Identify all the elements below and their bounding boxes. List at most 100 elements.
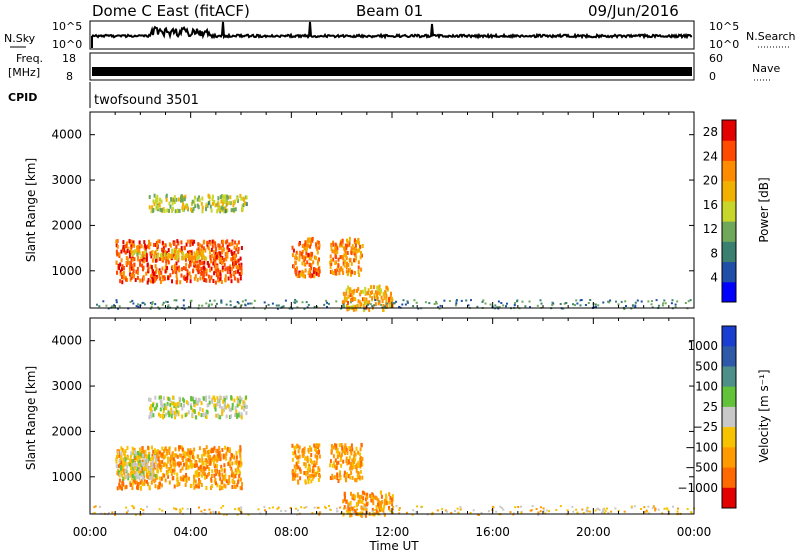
echo-cell-6 [676, 300, 679, 303]
echo-cell-0 [141, 446, 144, 451]
echo-cell-6 [472, 509, 475, 512]
echo-cell-0 [201, 461, 204, 466]
echo-cell-2 [205, 204, 208, 209]
echo-cell-6 [487, 510, 490, 513]
echo-cell-2 [227, 403, 229, 408]
echo-cell-2 [207, 201, 210, 206]
echo-cell-6 [234, 508, 237, 511]
echo-cell-3 [301, 273, 304, 278]
echo-cell-3 [301, 452, 304, 457]
echo-cell-6 [250, 302, 253, 305]
echo-cell-0 [237, 267, 240, 272]
echo-cell-0 [172, 253, 175, 258]
echo-cell-2 [180, 403, 183, 407]
echo-cell-1 [140, 255, 143, 259]
echo-cell-3 [318, 454, 321, 459]
echo-cell-5 [360, 290, 362, 295]
echo-cell-5 [363, 491, 366, 496]
echo-cell-4 [340, 452, 343, 457]
echo-cell-1 [145, 467, 148, 471]
echo-cell-1 [131, 252, 134, 257]
echo-cell-4 [330, 261, 333, 266]
echo-cell-0 [218, 469, 221, 474]
echo-cell-0 [226, 239, 229, 244]
echo-cell-5 [381, 299, 384, 304]
echo-cell-0 [161, 446, 164, 451]
echo-cell-0 [180, 240, 183, 245]
echo-cell-0 [164, 478, 167, 483]
echo-cell-6 [142, 301, 145, 304]
echo-cell-0 [168, 451, 171, 455]
echo-cell-4 [329, 264, 332, 269]
echo-cell-2 [189, 403, 192, 408]
echo-cell-0 [207, 246, 210, 251]
echo-cell-0 [155, 267, 158, 272]
echo-cell-0 [201, 244, 203, 249]
echo-cell-1 [201, 256, 203, 261]
echo-cell-4 [336, 267, 339, 272]
echo-cell-6 [514, 506, 517, 509]
echo-cell-0 [161, 252, 164, 257]
echo-cell-2 [231, 402, 234, 407]
echo-cell-5 [376, 293, 379, 298]
echo-cell-1 [132, 473, 134, 478]
echo-cell-6 [247, 513, 250, 516]
echo-cell-0 [234, 485, 237, 489]
echo-cell-4 [331, 269, 334, 274]
echo-cell-0 [202, 270, 205, 275]
echo-cell-0 [204, 475, 206, 480]
echo-cell-2 [177, 197, 180, 202]
echo-cell-4 [356, 474, 359, 479]
echo-cell-6 [277, 304, 280, 307]
echo-cell-0 [120, 249, 123, 254]
echo-cell-2 [241, 207, 244, 212]
echo-cell-6 [98, 505, 101, 508]
x-tick-label: 08:00 [274, 525, 309, 539]
echo-cell-0 [159, 476, 161, 481]
echo-cell-0 [182, 474, 185, 479]
echo-cell-6 [239, 509, 241, 512]
echo-cell-6 [303, 307, 306, 310]
echo-cell-2 [154, 395, 157, 400]
echo-cell-3 [307, 480, 310, 485]
echo-cell-0 [221, 472, 224, 477]
echo-cell-2 [224, 198, 227, 203]
echo-cell-2 [236, 403, 239, 408]
echo-cell-6 [356, 508, 358, 511]
echo-cell-6 [349, 505, 352, 508]
echo-cell-0 [229, 264, 232, 269]
echo-cell-0 [225, 479, 228, 484]
echo-cell-0 [162, 473, 164, 477]
echo-cell-4 [349, 475, 352, 480]
echo-cell-0 [213, 254, 216, 259]
echo-cell-0 [120, 275, 123, 280]
echo-cell-0 [189, 274, 192, 279]
echo-cell-2 [151, 205, 154, 210]
echo-cell-0 [187, 458, 190, 462]
echo-cell-0 [217, 451, 220, 456]
echo-cell-6 [539, 299, 542, 302]
echo-cell-0 [136, 482, 139, 487]
echo-cell-4 [340, 443, 343, 447]
echo-cell-3 [296, 473, 299, 478]
echo-cell-6 [318, 513, 321, 516]
echo-cell-2 [208, 395, 211, 400]
echo-cell-0 [141, 459, 144, 464]
echo-cell-2 [216, 396, 219, 401]
echo-cell-4 [360, 456, 363, 461]
echo-cell-0 [234, 468, 237, 473]
echo-cell-6 [139, 513, 142, 516]
echo-cell-0 [194, 460, 197, 465]
echo-cell-1 [168, 254, 171, 259]
echo-cell-1 [120, 470, 123, 475]
echo-cell-5 [380, 295, 383, 300]
echo-cell-0 [230, 242, 233, 247]
echo-cell-0 [217, 275, 219, 280]
echo-cell-2 [159, 414, 162, 418]
echo-cell-0 [133, 470, 136, 475]
echo-cell-0 [152, 276, 155, 281]
echo-cell-0 [224, 267, 227, 272]
echo-cell-2 [201, 196, 204, 201]
echo-cell-2 [200, 413, 203, 418]
echo-cell-0 [150, 265, 153, 270]
